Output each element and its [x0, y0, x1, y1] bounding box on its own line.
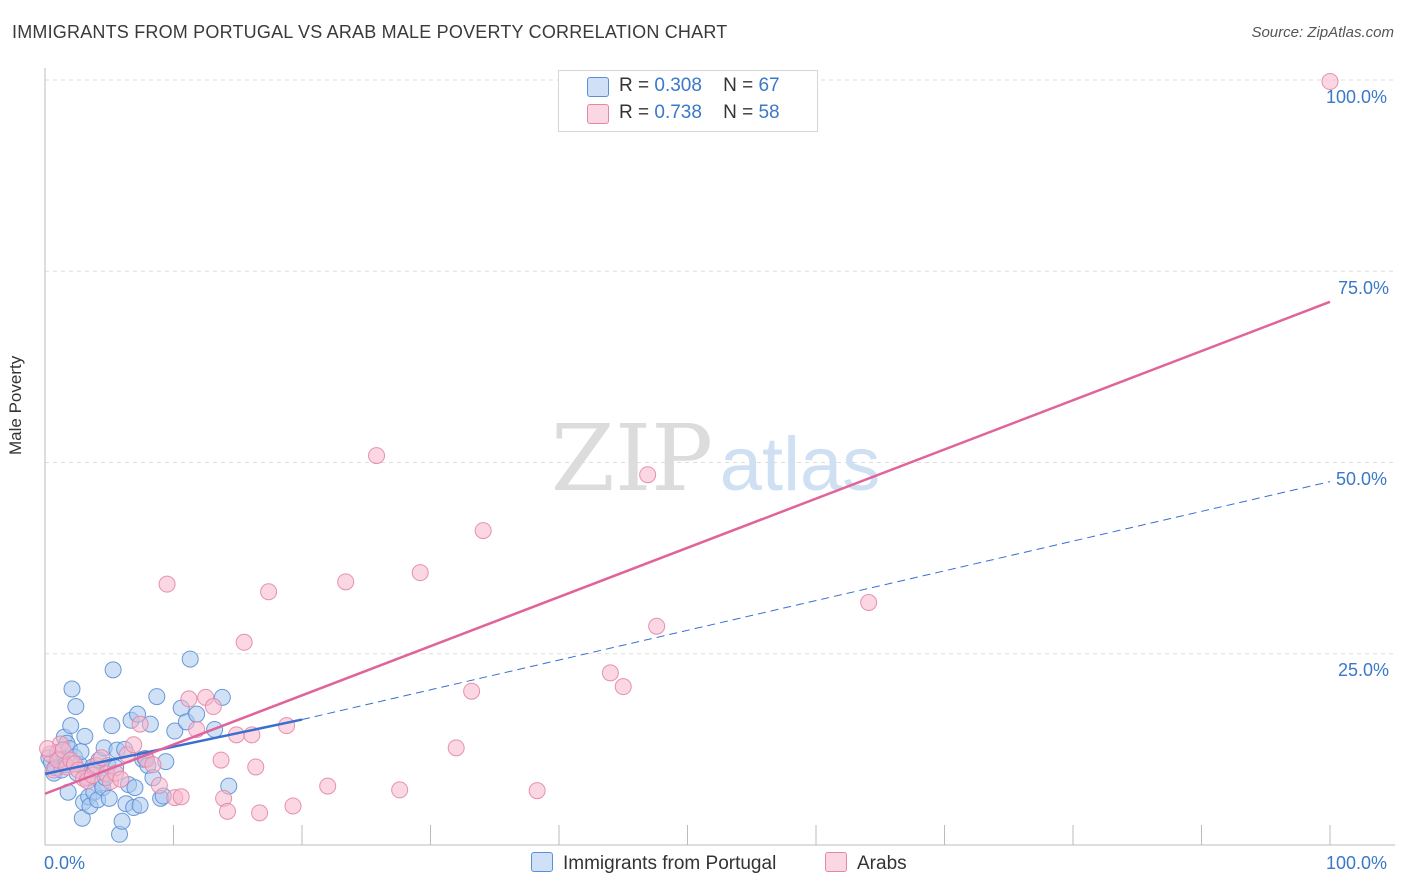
data-point	[447, 739, 465, 757]
data-point	[62, 717, 80, 735]
data-point	[103, 717, 121, 735]
data-point	[368, 447, 386, 465]
legend-swatch-pink	[587, 104, 609, 124]
data-point	[337, 573, 355, 591]
data-point	[180, 690, 198, 708]
data-point	[188, 705, 206, 723]
data-point	[172, 788, 190, 806]
trend-line-dashed-portugal	[301, 481, 1331, 721]
stats-legend: R = 0.308 N = 67 R = 0.738 N = 58	[558, 70, 818, 132]
data-point	[1321, 73, 1339, 91]
legend-n-value-arabs: 58	[758, 102, 780, 123]
watermark-zip: ZIP	[551, 405, 713, 512]
legend-n-label: N =	[723, 75, 754, 96]
trend-line-solid-portugal	[44, 718, 303, 776]
y-tick-label-75: 75.0%	[1338, 278, 1390, 298]
data-point	[528, 782, 546, 800]
trend-line-solid-arabs	[44, 300, 1331, 795]
y-tick-label-100: 100.0%	[1326, 87, 1388, 107]
data-point	[278, 717, 296, 735]
y-tick-label-50: 50.0%	[1336, 469, 1388, 489]
bottom-legend-arabs[interactable]: Arabs	[825, 852, 907, 875]
data-point	[158, 575, 176, 593]
legend-swatch-blue	[587, 77, 609, 97]
legend-r-label: R =	[619, 102, 650, 123]
data-point	[113, 812, 131, 830]
data-point	[474, 522, 492, 540]
legend-r-value-arabs: 0.738	[654, 102, 702, 123]
bottom-legend-label-portugal: Immigrants from Portugal	[563, 853, 777, 874]
grid-lines	[45, 79, 1395, 655]
data-point	[860, 593, 878, 611]
data-point	[247, 758, 265, 776]
data-point	[144, 756, 162, 774]
data-point	[218, 802, 236, 820]
bottom-legend-swatch-blue	[531, 852, 553, 872]
data-point	[148, 688, 166, 706]
data-point	[67, 698, 85, 716]
data-point	[235, 633, 253, 651]
data-point	[212, 751, 230, 769]
data-point	[150, 776, 168, 794]
bottom-legend-portugal[interactable]: Immigrants from Portugal	[531, 852, 776, 875]
data-point	[131, 796, 149, 814]
data-point	[126, 779, 144, 797]
x-tick-label-min: 0.0%	[44, 853, 86, 873]
data-point	[251, 804, 269, 822]
data-point	[112, 770, 130, 788]
data-point	[100, 789, 118, 807]
source-credit: Source: ZipAtlas.com	[1251, 24, 1394, 41]
data-point	[76, 727, 94, 745]
data-point	[104, 661, 122, 679]
legend-r-label: R =	[619, 75, 650, 96]
data-point	[648, 617, 666, 635]
x-tick-label-max: 100.0%	[1326, 853, 1388, 873]
data-point	[391, 781, 409, 799]
watermark: ZIP atlas	[551, 405, 880, 512]
legend-n-label: N =	[723, 102, 754, 123]
bottom-legend-label-arabs: Arabs	[857, 853, 907, 874]
data-point	[63, 680, 81, 698]
data-point	[284, 797, 302, 815]
bottom-legend-swatch-pink	[825, 852, 847, 872]
data-point	[639, 466, 657, 484]
watermark-atlas: atlas	[720, 422, 881, 507]
y-tick-label-25: 25.0%	[1338, 660, 1390, 680]
data-point	[131, 715, 149, 733]
legend-n-value-portugal: 67	[758, 75, 780, 96]
data-point	[125, 736, 143, 754]
data-point	[260, 583, 278, 601]
legend-r-value-portugal: 0.308	[654, 75, 702, 96]
axes	[44, 68, 1395, 846]
data-point	[463, 682, 481, 700]
data-point	[39, 740, 57, 758]
data-point	[614, 678, 632, 696]
data-point	[166, 722, 184, 740]
trend-lines	[44, 300, 1331, 795]
data-point	[601, 664, 619, 682]
chart-title: IMMIGRANTS FROM PORTUGAL VS ARAB MALE PO…	[12, 22, 728, 42]
data-point	[204, 698, 222, 716]
data-point	[411, 564, 429, 582]
data-point	[181, 650, 199, 668]
data-point	[319, 777, 337, 795]
